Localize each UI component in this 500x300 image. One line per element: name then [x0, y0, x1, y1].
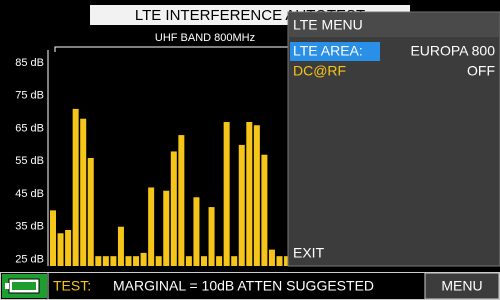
bar	[148, 187, 155, 266]
y-tick-label: 85 dB	[15, 57, 44, 69]
battery-level	[12, 282, 36, 290]
battery-tip	[5, 283, 9, 289]
menu-item-value[interactable]: EUROPA 800	[410, 43, 495, 59]
status-box	[0, 272, 500, 300]
band-bracket	[54, 46, 300, 52]
bar	[185, 256, 192, 266]
menu-button-bg[interactable]	[424, 272, 500, 300]
y-tick-label: 75 dB	[15, 90, 44, 102]
bar	[50, 210, 56, 266]
bar	[201, 256, 207, 266]
y-tick-label: 45 dB	[15, 188, 44, 200]
bar	[223, 122, 230, 266]
bar	[208, 207, 215, 266]
bar	[57, 233, 64, 266]
y-tick-label: 35 dB	[15, 221, 44, 233]
y-tick-label: 55 dB	[15, 155, 44, 167]
bar	[95, 256, 102, 266]
bar	[133, 256, 140, 266]
bar	[238, 144, 245, 266]
menu-highlight	[290, 42, 380, 61]
bar	[72, 108, 79, 266]
menu-panel: LTE MENU LTE AREA: EUROPA 800 DC@RF OFF …	[287, 11, 500, 267]
bar	[170, 151, 177, 266]
bar	[216, 256, 223, 266]
bar	[163, 190, 170, 266]
bar	[87, 158, 94, 266]
y-tick-label: 65 dB	[15, 122, 44, 134]
menu-exit[interactable]: EXIT	[293, 245, 325, 261]
menu-button[interactable]: MENU	[441, 278, 482, 294]
bar	[102, 256, 109, 266]
menu-header	[289, 13, 499, 37]
menu-title: LTE MENU	[293, 17, 363, 33]
bar	[276, 256, 283, 266]
bar	[178, 135, 185, 266]
bar	[155, 256, 162, 266]
menu-item-label[interactable]: DC@RF	[293, 63, 346, 79]
bar	[80, 118, 87, 267]
menu-item-value[interactable]: OFF	[467, 63, 495, 79]
bar	[110, 256, 117, 266]
bar	[193, 197, 200, 266]
bar	[261, 154, 268, 266]
bar	[253, 125, 260, 266]
bar	[231, 256, 238, 266]
menu-item-label[interactable]: LTE AREA:	[293, 43, 363, 59]
bar	[117, 226, 124, 266]
plot: 85 dB 75 dB 65 dB 55 dB 45 dB 35 dB 25 dB	[15, 57, 291, 267]
status-label: TEST:	[53, 278, 91, 294]
y-tick-label: 25 dB	[15, 253, 44, 265]
bar	[140, 252, 147, 266]
chart-subtitle: UHF BAND 800MHz	[155, 32, 255, 44]
bar	[284, 256, 291, 266]
bar	[268, 249, 275, 266]
bar	[125, 256, 132, 266]
bar	[65, 230, 72, 266]
status-bar: TEST: MARGINAL = 10dB ATTEN SUGGESTED ME…	[0, 272, 500, 300]
bar	[246, 122, 253, 266]
status-message: MARGINAL = 10dB ATTEN SUGGESTED	[113, 278, 374, 294]
